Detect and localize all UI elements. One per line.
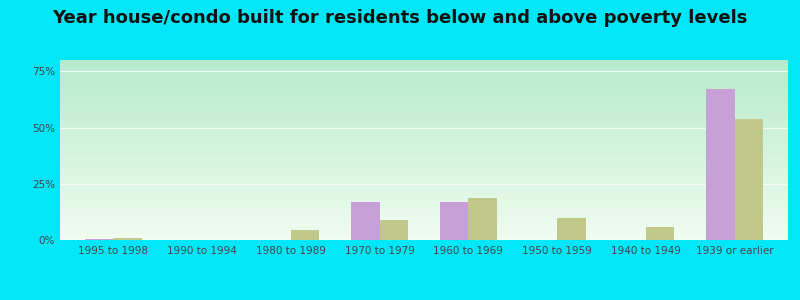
Bar xyxy=(557,218,586,240)
Bar xyxy=(440,202,468,240)
Bar xyxy=(734,118,763,240)
Bar xyxy=(706,89,734,240)
Bar xyxy=(291,230,319,240)
Bar xyxy=(468,198,497,240)
Bar xyxy=(380,220,408,240)
Bar xyxy=(646,226,674,240)
Bar xyxy=(351,202,380,240)
Bar xyxy=(85,239,114,240)
Bar xyxy=(114,238,142,240)
Text: Year house/condo built for residents below and above poverty levels: Year house/condo built for residents bel… xyxy=(52,9,748,27)
